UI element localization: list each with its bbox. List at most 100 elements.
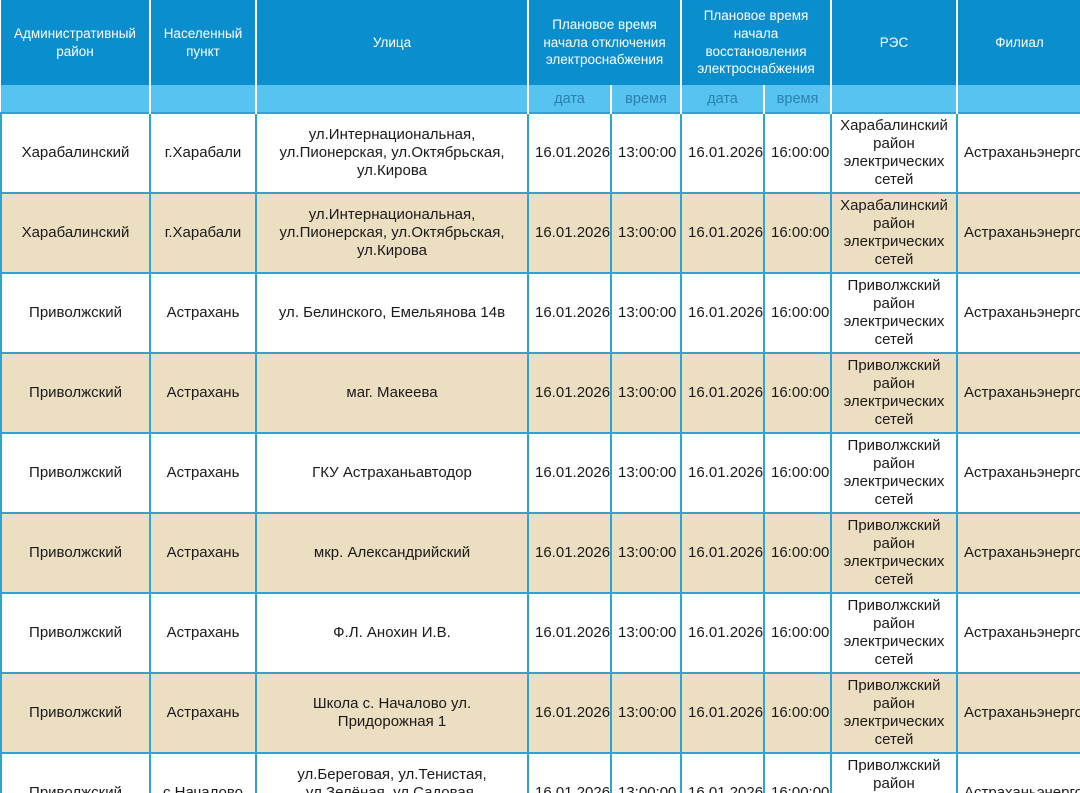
cell-settlement: Астрахань — [149, 352, 257, 434]
cell-res: Приволжский район электрических сетей — [830, 752, 958, 793]
cell-restore-time: 16:00:00 — [763, 592, 832, 674]
table-row: Приволжский Астрахань маг. Макеева 16.01.20… — [0, 352, 1080, 434]
cell-res: Приволжский район электрических сетей — [830, 512, 958, 594]
cell-res: Приволжский район электрических сетей — [830, 672, 958, 754]
cell-restore-time: 16:00:00 — [763, 112, 832, 194]
cell-outage-date: 16.01.2026 — [527, 592, 612, 674]
cell-res: Харабалинский район электрических сетей — [830, 192, 958, 274]
table-row: Приволжский Астрахань ул. Белинского, Емел… — [0, 272, 1080, 354]
cell-restore-date: 16.01.2026 — [680, 272, 765, 354]
cell-outage-date: 16.01.2026 — [527, 352, 612, 434]
cell-outage-date: 16.01.2026 — [527, 512, 612, 594]
cell-branch: Астраханьэнерго — [956, 272, 1080, 354]
header-row: Административный район Населенный пункт … — [1, 0, 1080, 85]
cell-branch: Астраханьэнерго — [956, 672, 1080, 754]
cell-outage-time: 13:00:00 — [610, 192, 682, 274]
subcol-outage-date: дата — [528, 85, 612, 113]
cell-settlement: Астрахань — [149, 592, 257, 674]
cell-outage-date: 16.01.2026 — [527, 752, 612, 793]
table-body: Харабалинский г.Харабали ул.Интернациональ… — [0, 112, 1080, 793]
cell-district: Приволжский — [0, 352, 151, 434]
cell-res: Приволжский район электрических сетей — [830, 432, 958, 514]
table-header: Административный район Населенный пункт … — [1, 0, 1080, 113]
cell-outage-time: 13:00:00 — [610, 592, 682, 674]
col-header-settlement: Населенный пункт — [150, 0, 257, 85]
cell-outage-time: 13:00:00 — [610, 672, 682, 754]
cell-branch: Астраханьэнерго — [956, 752, 1080, 793]
cell-outage-date: 16.01.2026 — [527, 192, 612, 274]
cell-settlement: г.Харабали — [149, 112, 257, 194]
cell-street: Школа с. Началово ул. Придорожная 1 — [255, 672, 529, 754]
col-header-res: РЭС — [831, 0, 958, 85]
col-header-outage-start: Плановое время начала отключения электро… — [528, 0, 682, 85]
cell-outage-time: 13:00:00 — [610, 272, 682, 354]
table-row: Приволжский с.Началово ул.Береговая, ул.Те… — [0, 752, 1080, 793]
cell-outage-time: 13:00:00 — [610, 432, 682, 514]
cell-restore-date: 16.01.2026 — [680, 592, 765, 674]
cell-branch: Астраханьэнерго — [956, 352, 1080, 434]
cell-outage-time: 13:00:00 — [610, 752, 682, 793]
cell-restore-time: 16:00:00 — [763, 752, 832, 793]
subcol-restore-time: время — [764, 85, 832, 113]
cell-street: мкр. Александрийский — [255, 512, 529, 594]
col-header-district: Административный район — [1, 0, 151, 85]
table-row: Приволжский Астрахань ГКУ Астраханьавтодор… — [0, 432, 1080, 514]
cell-outage-time: 13:00:00 — [610, 352, 682, 434]
cell-restore-time: 16:00:00 — [763, 512, 832, 594]
cell-street: Ф.Л. Анохин И.В. — [255, 592, 529, 674]
cell-restore-time: 16:00:00 — [763, 432, 832, 514]
cell-outage-date: 16.01.2026 — [527, 672, 612, 754]
table-row: Приволжский Астрахань Школа с. Началово ул… — [0, 672, 1080, 754]
cell-street: ул.Интернациональная, ул.Пионерская, ул.… — [255, 112, 529, 194]
cell-res: Приволжский район электрических сетей — [830, 272, 958, 354]
cell-restore-date: 16.01.2026 — [680, 512, 765, 594]
cell-district: Харабалинский — [0, 192, 151, 274]
cell-street: ГКУ Астраханьавтодор — [255, 432, 529, 514]
col-header-branch: Филиал — [957, 0, 1080, 85]
col-header-restore-start: Плановое время начала восстановления эле… — [681, 0, 832, 85]
subcol-outage-time: время — [611, 85, 682, 113]
cell-outage-time: 13:00:00 — [610, 512, 682, 594]
cell-restore-date: 16.01.2026 — [680, 112, 765, 194]
cell-street: маг. Макеева — [255, 352, 529, 434]
cell-district: Приволжский — [0, 672, 151, 754]
subcol-empty-res — [831, 85, 958, 113]
cell-outage-date: 16.01.2026 — [527, 112, 612, 194]
cell-restore-time: 16:00:00 — [763, 672, 832, 754]
table-row: Приволжский Астрахань Ф.Л. Анохин И.В. 16.0… — [0, 592, 1080, 674]
cell-outage-date: 16.01.2026 — [527, 272, 612, 354]
cell-settlement: Астрахань — [149, 432, 257, 514]
cell-branch: Астраханьэнерго — [956, 592, 1080, 674]
subheader-row: дата время дата время — [1, 85, 1080, 113]
cell-district: Приволжский — [0, 592, 151, 674]
cell-restore-time: 16:00:00 — [763, 352, 832, 434]
cell-restore-time: 16:00:00 — [763, 272, 832, 354]
cell-branch: Астраханьэнерго — [956, 112, 1080, 194]
cell-branch: Астраханьэнерго — [956, 512, 1080, 594]
cell-street: ул. Белинского, Емельянова 14в — [255, 272, 529, 354]
cell-outage-time: 13:00:00 — [610, 112, 682, 194]
cell-restore-date: 16.01.2026 — [680, 752, 765, 793]
cell-district: Приволжский — [0, 272, 151, 354]
cell-res: Приволжский район электрических сетей — [830, 592, 958, 674]
cell-district: Харабалинский — [0, 112, 151, 194]
subcol-empty-settlement — [150, 85, 257, 113]
cell-restore-date: 16.01.2026 — [680, 432, 765, 514]
cell-res: Приволжский район электрических сетей — [830, 352, 958, 434]
cell-res: Харабалинский район электрических сетей — [830, 112, 958, 194]
cell-branch: Астраханьэнерго — [956, 192, 1080, 274]
subcol-empty-branch — [957, 85, 1080, 113]
table-row: Харабалинский г.Харабали ул.Интернациональ… — [0, 192, 1080, 274]
cell-settlement: Астрахань — [149, 272, 257, 354]
cell-settlement: Астрахань — [149, 672, 257, 754]
table-row: Харабалинский г.Харабали ул.Интернациональ… — [0, 112, 1080, 194]
cell-restore-date: 16.01.2026 — [680, 672, 765, 754]
table-row: Приволжский Астрахань мкр. Александрийский… — [0, 512, 1080, 594]
cell-settlement: с.Началово — [149, 752, 257, 793]
cell-street: ул.Береговая, ул.Тенистая, ул.Зелёная, у… — [255, 752, 529, 793]
subcol-empty-district — [1, 85, 151, 113]
subcol-restore-date: дата — [681, 85, 765, 113]
cell-district: Приволжский — [0, 432, 151, 514]
cell-district: Приволжский — [0, 512, 151, 594]
